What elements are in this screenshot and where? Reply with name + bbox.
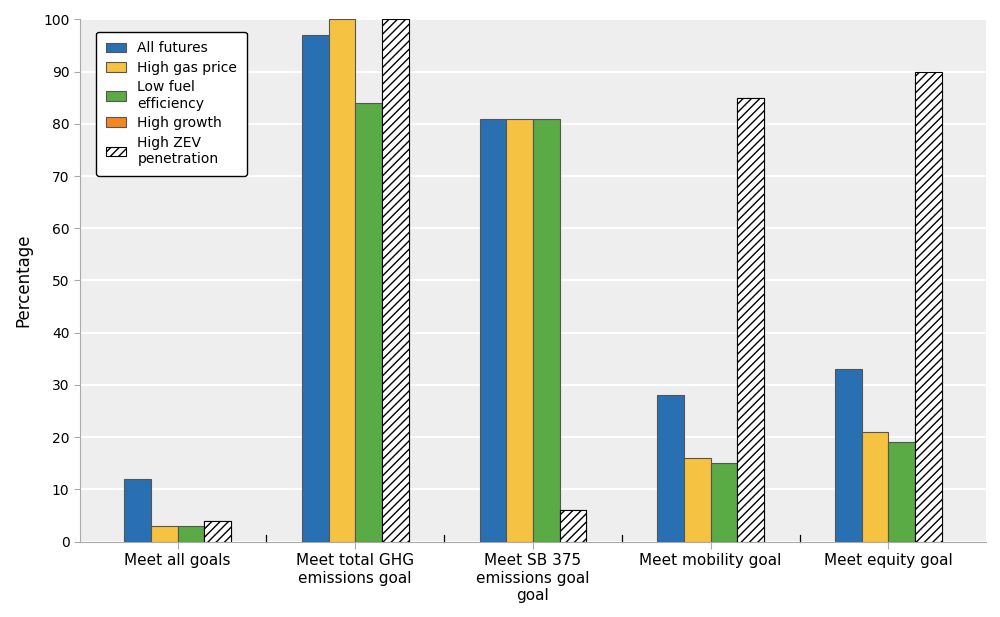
Bar xyxy=(915,82,942,542)
Y-axis label: Percentage: Percentage xyxy=(14,234,32,327)
Bar xyxy=(711,463,737,542)
Bar xyxy=(151,526,178,542)
Legend: All futures, High gas price, Low fuel
efficiency, High growth, High ZEV
penetrat: All futures, High gas price, Low fuel ef… xyxy=(96,31,247,176)
Bar xyxy=(862,432,888,542)
Bar xyxy=(506,118,533,542)
Bar xyxy=(684,458,711,542)
Bar xyxy=(302,35,329,542)
Bar xyxy=(560,510,586,542)
Bar xyxy=(737,97,764,542)
Bar xyxy=(835,369,862,542)
Bar xyxy=(204,521,231,542)
Bar xyxy=(480,118,506,542)
Bar xyxy=(355,103,382,542)
Bar xyxy=(533,118,560,542)
Bar xyxy=(657,395,684,542)
Bar xyxy=(329,19,355,542)
Bar xyxy=(204,521,231,542)
Bar xyxy=(888,442,915,542)
Bar xyxy=(382,67,409,542)
Bar xyxy=(915,72,942,542)
Bar xyxy=(178,526,204,542)
Bar xyxy=(560,510,586,542)
Bar xyxy=(124,479,151,542)
Bar xyxy=(737,97,764,542)
Bar xyxy=(382,19,409,542)
